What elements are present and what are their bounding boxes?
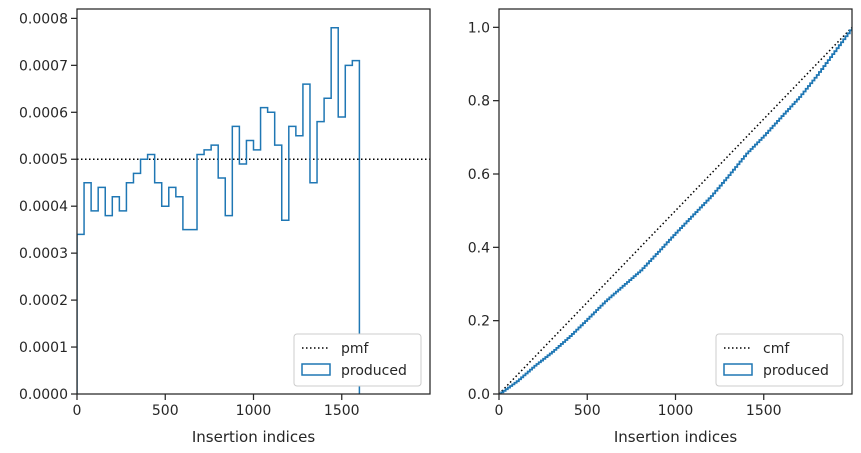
series-layer (77, 27, 430, 394)
produced-bin-17 (197, 155, 204, 394)
legend-cmf-label: cmf (763, 341, 790, 357)
y-tick-label: 1.0 (468, 20, 490, 36)
x-tick-label: 0 (73, 403, 82, 419)
produced-bin-0 (77, 234, 84, 394)
produced-bin-8 (133, 173, 140, 394)
cmf-legend-box (715, 333, 844, 387)
pmf-axis-ticks: 0 500 1000 1500 0.0000 0.0001 0.0002 0.0003 0.00… (19, 11, 360, 419)
produced-bin-2 (91, 211, 98, 394)
produced-bin-27 (268, 112, 275, 394)
produced-bin-23 (239, 164, 246, 394)
cmf-axis-ticks: 0 500 1000 1500 0.0 0.2 0.4 0.6 0.8 1.0 (468, 20, 782, 419)
produced-bin-18 (204, 150, 211, 394)
y-tick-label: 0.0005 (19, 152, 68, 168)
legend-produced-label: produced (341, 363, 407, 379)
y-tick-label: 0.0002 (19, 293, 68, 309)
produced-bin-25 (254, 150, 261, 394)
produced-bin-10 (148, 155, 155, 394)
produced-bin-16 (190, 230, 197, 394)
cmf-x-axis-label: Insertion indices (614, 428, 737, 446)
series-layer (499, 26, 852, 394)
y-tick-label: 0.0000 (19, 387, 68, 403)
produced-bin-3 (98, 187, 105, 394)
cmf-cumulative-chart: 0 500 1000 1500 0.0 0.2 0.4 0.6 0.8 1.0 Insertion… (468, 8, 853, 446)
produced-bin-21 (225, 216, 232, 394)
y-tick-label: 0.0007 (19, 58, 68, 74)
produced-bin-15 (183, 230, 190, 394)
legend-produced-swatch (723, 363, 753, 376)
pmf-histogram-chart: 0 500 1000 1500 0.0000 0.0001 0.0002 0.0003 0.00… (19, 8, 431, 446)
legend-pmf-label: pmf (341, 341, 370, 357)
x-tick-label: 1500 (746, 403, 782, 419)
y-tick-label: 0.2 (468, 314, 490, 330)
produced-bin-24 (246, 140, 253, 394)
cmf-plot-area (499, 26, 852, 394)
produced-bin-11 (155, 183, 162, 394)
y-tick-label: 0.0003 (19, 246, 68, 262)
produced-cumulative-step (499, 27, 852, 394)
y-tick-label: 0.0006 (19, 105, 68, 121)
y-tick-label: 0.0 (468, 387, 490, 403)
produced-bin-12 (162, 206, 169, 394)
produced-histogram-step (77, 27, 361, 394)
produced-bin-7 (126, 183, 133, 394)
y-tick-label: 0.0004 (19, 199, 68, 215)
legend-produced-label: produced (763, 363, 829, 379)
produced-bin-28 (275, 145, 282, 394)
produced-bin-22 (232, 126, 239, 394)
x-tick-label: 500 (574, 403, 601, 419)
x-tick-label: 1000 (236, 403, 272, 419)
x-tick-label: 500 (152, 403, 179, 419)
produced-bin-29 (282, 220, 289, 394)
produced-bin-6 (119, 211, 126, 394)
cmf-line (499, 26, 852, 394)
produced-bin-20 (218, 178, 225, 394)
produced-bin-13 (169, 187, 176, 394)
produced-bin-9 (141, 159, 148, 394)
pmf-x-axis-label: Insertion indices (192, 428, 315, 446)
pmf-plot-area (77, 27, 430, 394)
y-tick-label: 0.6 (468, 167, 490, 183)
pmf-legend-box (293, 333, 422, 387)
y-tick-label: 0.0008 (19, 11, 68, 27)
produced-bin-4 (105, 216, 112, 394)
produced-bin-26 (261, 108, 268, 394)
y-tick-label: 0.4 (468, 240, 490, 256)
x-tick-label: 1000 (658, 403, 694, 419)
pmf-legend: pmf produced (293, 333, 422, 387)
produced-bin-19 (211, 145, 218, 394)
y-tick-label: 0.8 (468, 94, 490, 110)
produced-bin-1 (84, 183, 91, 394)
x-tick-label: 0 (495, 403, 504, 419)
cmf-legend: cmf produced (715, 333, 844, 387)
legend-produced-swatch (301, 363, 331, 376)
y-tick-label: 0.0001 (19, 340, 68, 356)
x-tick-label: 1500 (324, 403, 360, 419)
produced-bin-5 (112, 197, 119, 394)
produced-bin-14 (176, 197, 183, 394)
